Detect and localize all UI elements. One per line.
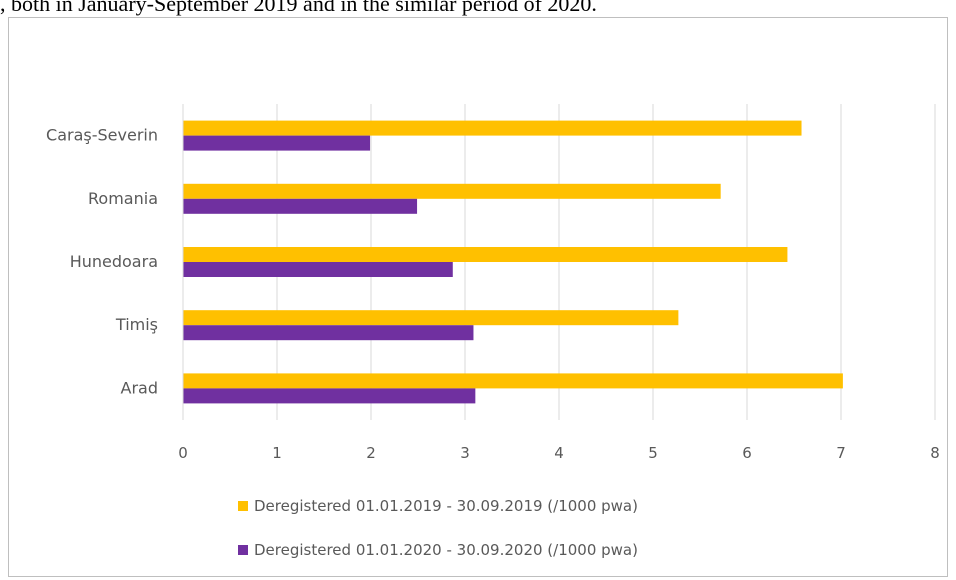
legend-label-2020: Deregistered 01.01.2020 - 30.09.2020 (/1… (254, 541, 638, 559)
bar-2020-2 (183, 262, 453, 277)
legend-item-2020: Deregistered 01.01.2020 - 30.09.2020 (/1… (238, 541, 638, 559)
legend-label-2019: Deregistered 01.01.2019 - 30.09.2019 (/1… (254, 497, 638, 515)
category-label-3: Timiş (115, 315, 158, 334)
category-label-0: Caraş-Severin (46, 126, 158, 145)
category-label-2: Hunedoara (70, 252, 158, 271)
x-tick-label-0: 0 (178, 444, 188, 462)
x-tick-label-7: 7 (836, 444, 846, 462)
legend-swatch-2020 (238, 545, 248, 555)
caption-text: , both in January-September 2019 and in … (0, 0, 597, 16)
x-tick-label-6: 6 (742, 444, 752, 462)
bar-2019-0 (183, 120, 802, 136)
category-label-1: Romania (88, 189, 158, 208)
legend-item-2019: Deregistered 01.01.2019 - 30.09.2019 (/1… (238, 497, 638, 515)
category-label-4: Arad (121, 378, 158, 397)
chart-frame (8, 17, 948, 577)
x-tick-label-3: 3 (460, 444, 470, 462)
bar-2019-1 (183, 183, 721, 199)
x-tick-label-5: 5 (648, 444, 658, 462)
bar-2020-0 (183, 135, 371, 151)
x-tick-label-2: 2 (366, 444, 376, 462)
bar-2020-1 (183, 198, 418, 214)
bar-2019-3 (183, 310, 679, 326)
bar-2019-4 (183, 373, 843, 389)
bar-2020-4 (183, 388, 476, 404)
bar-2020-3 (183, 325, 474, 341)
x-tick-label-4: 4 (554, 444, 564, 462)
x-tick-label-8: 8 (930, 444, 940, 462)
x-tick-label-1: 1 (272, 444, 282, 462)
bar-2019-2 (183, 247, 788, 262)
legend-swatch-2019 (238, 501, 248, 511)
